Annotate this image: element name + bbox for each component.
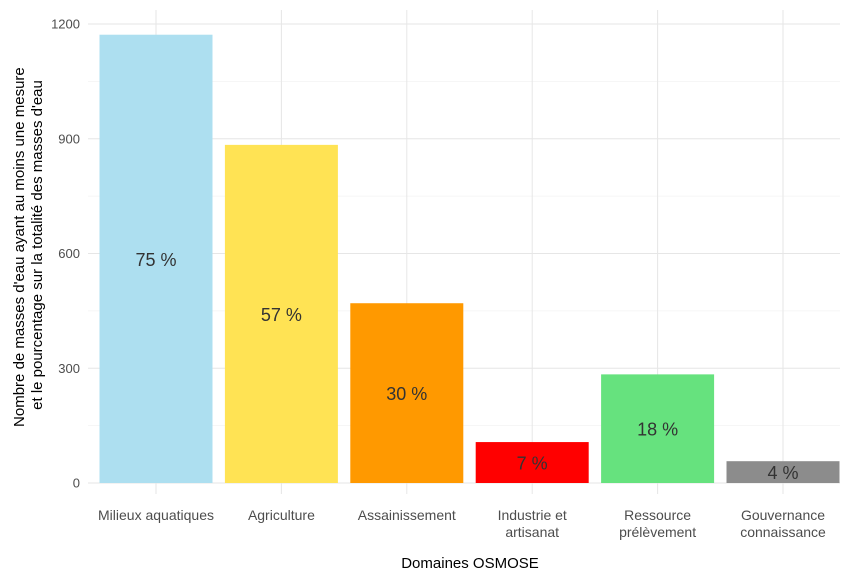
bar — [350, 303, 464, 483]
y-tick-label: 900 — [58, 131, 80, 146]
data-labels: 75 % 57 % 30 % 7 % 18 % 4 % — [135, 250, 798, 483]
bar — [601, 374, 715, 483]
x-tick-label-line: Milieux aquatiques — [98, 507, 214, 523]
x-axis-ticks: Milieux aquatiques Agriculture Assainissem… — [98, 507, 826, 540]
x-tick-label: Ressource prélèvement — [619, 507, 696, 540]
y-tick-label: 0 — [73, 476, 80, 491]
x-tick-label-line: prélèvement — [619, 524, 696, 540]
y-axis-title-line-1: Nombre de masses d'eau ayant au moins un… — [11, 67, 28, 427]
x-tick-label: Gouvernance connaissance — [740, 507, 826, 540]
x-tick-label: Industrie et artisanat — [498, 507, 567, 540]
x-tick-label: Milieux aquatiques — [98, 507, 214, 523]
data-label: 4 % — [767, 463, 798, 483]
y-axis-title: Nombre de masses d'eau ayant au moins un… — [11, 63, 46, 427]
y-tick-label: 600 — [58, 246, 80, 261]
x-tick-label-line: Ressource — [624, 507, 691, 523]
y-axis-title-line-2: et le pourcentage sur la totalité des ma… — [29, 80, 46, 410]
minor-gridlines — [88, 80, 840, 427]
x-tick-label-line: artisanat — [505, 524, 559, 540]
data-label: 57 % — [261, 305, 302, 325]
x-tick-label-line: Assainissement — [358, 507, 456, 523]
y-axis-ticks: 0 300 600 900 1200 — [51, 17, 80, 491]
x-tick-label: Assainissement — [358, 507, 456, 523]
y-tick-label: 300 — [58, 361, 80, 376]
bar — [224, 144, 338, 483]
data-label: 75 % — [135, 250, 176, 270]
x-axis-title: Domaines OSMOSE — [401, 555, 539, 571]
x-tick-label-line: Industrie et — [498, 507, 567, 523]
x-tick-label-line: Agriculture — [248, 507, 315, 523]
y-tick-label: 1200 — [51, 17, 80, 32]
data-label: 30 % — [386, 384, 427, 404]
x-tick-label-line: connaissance — [740, 524, 826, 540]
x-tick-label-line: Gouvernance — [741, 507, 825, 523]
data-label: 18 % — [637, 420, 678, 440]
bar — [726, 461, 840, 483]
bars — [99, 34, 840, 484]
bar — [475, 442, 589, 483]
x-tick-label: Agriculture — [248, 507, 315, 523]
bar — [99, 34, 213, 484]
data-label: 7 % — [517, 454, 548, 474]
